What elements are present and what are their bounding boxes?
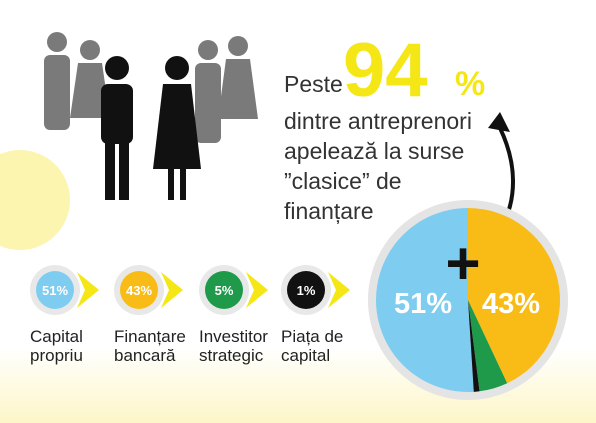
category-label: Investitor strategic	[199, 327, 268, 365]
chevron	[328, 272, 350, 308]
headline-line: apelează la surse	[284, 138, 465, 164]
headline-unit: %	[455, 65, 485, 103]
badge	[36, 271, 74, 309]
headline-text: dintre antreprenori apelează la surse ”cla…	[284, 106, 504, 226]
headline-line: ”clasice” de	[284, 168, 402, 194]
headline-line: finanțare	[284, 198, 374, 224]
pie-slice	[376, 208, 474, 392]
badge	[120, 271, 158, 309]
pie-slice	[468, 300, 480, 392]
pie-slice	[468, 300, 508, 392]
arrow-head	[488, 112, 510, 132]
category-label: Piața de capital	[281, 327, 344, 365]
chevron	[77, 272, 99, 308]
headline-prefix: Peste	[284, 71, 343, 97]
badge-label: 43%	[126, 283, 152, 298]
badge	[205, 271, 243, 309]
headline-line: dintre antreprenori	[284, 108, 472, 134]
people-icons	[44, 32, 258, 200]
pie-slice	[468, 208, 560, 384]
badge	[287, 271, 325, 309]
plus-sign: +	[445, 230, 480, 297]
slice-label: 51%	[394, 288, 452, 320]
slice-label: 43%	[482, 288, 540, 320]
decor-circle	[0, 150, 70, 250]
category-label: Finanțare bancară	[114, 327, 186, 365]
badge-label: 51%	[42, 283, 68, 298]
badge-label: 5%	[215, 283, 234, 298]
headline-number: 94	[343, 28, 428, 113]
category-label: Capital propriu	[30, 327, 83, 365]
chevron	[246, 272, 268, 308]
badge-label: 1%	[297, 283, 316, 298]
chevron	[161, 272, 183, 308]
